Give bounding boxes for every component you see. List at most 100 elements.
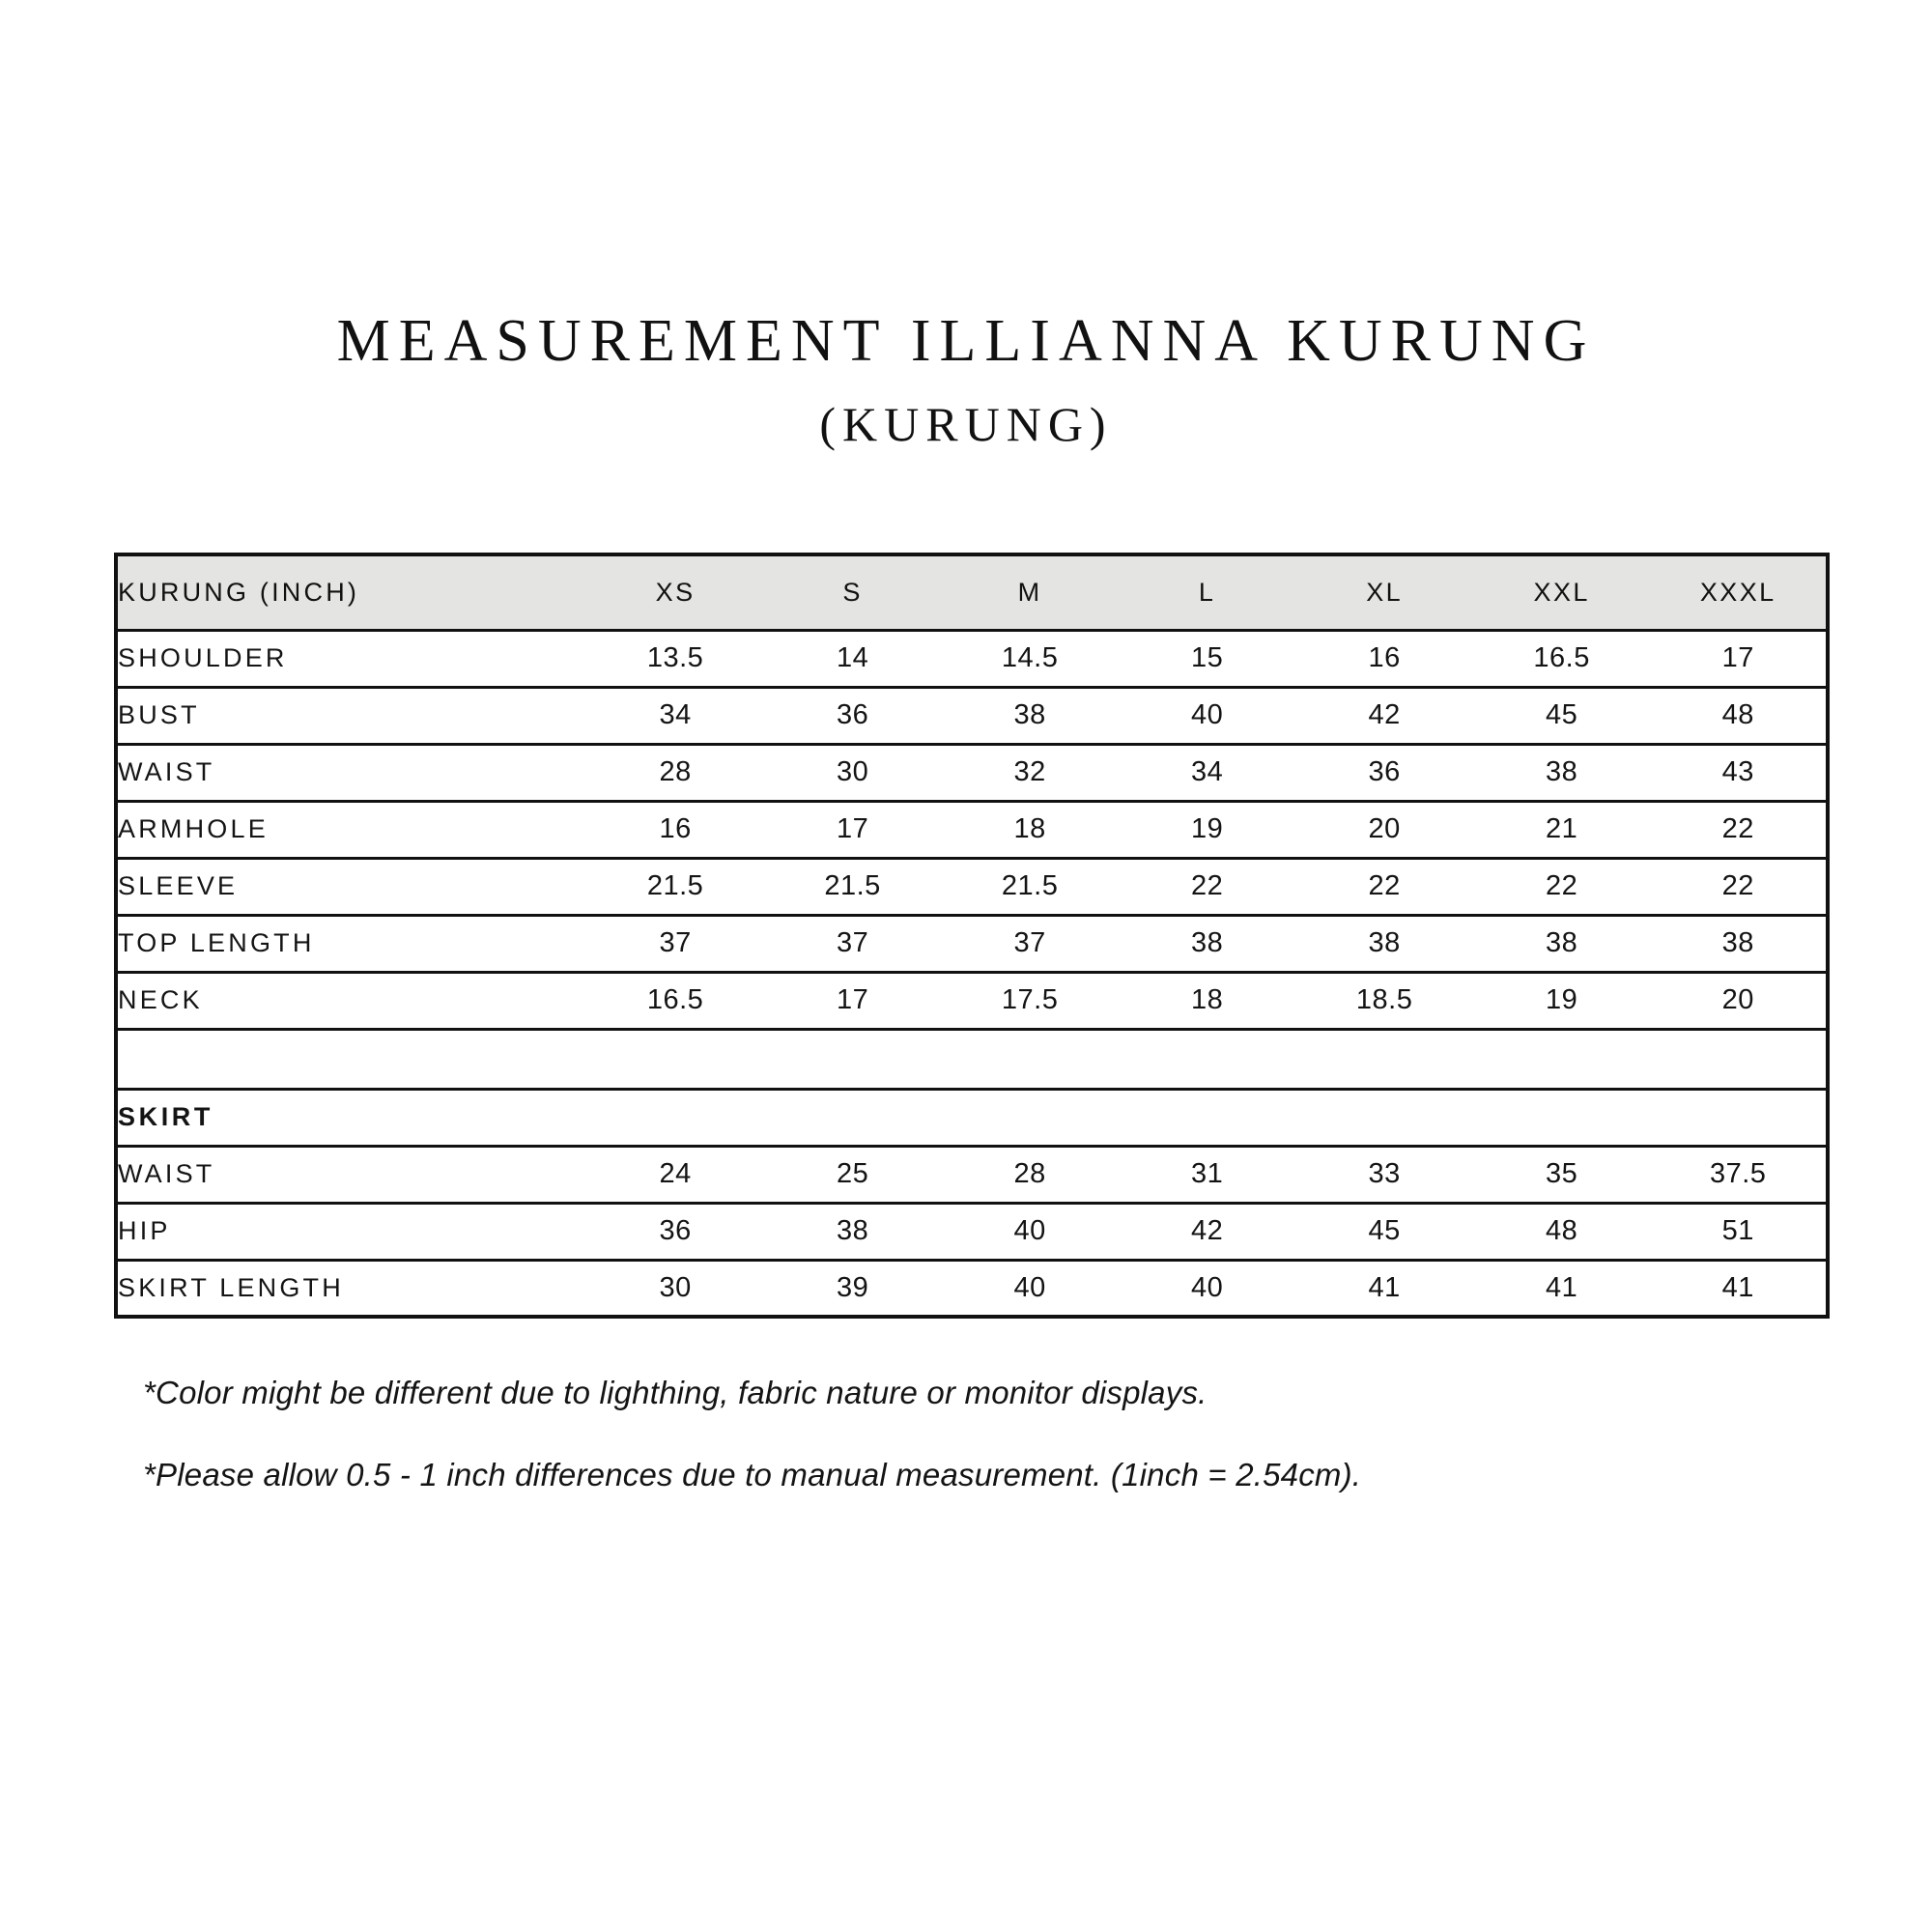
row-label: SKIRT LENGTH <box>113 1258 587 1319</box>
row-value: 37 <box>586 913 764 974</box>
row-label: SHOULDER <box>113 628 587 689</box>
spacer-cell <box>1118 1027 1296 1091</box>
row-value: 17 <box>763 799 942 860</box>
row-value: 38 <box>763 1201 942 1262</box>
row-value: 34 <box>586 685 764 746</box>
header-cell-size-xxxl: XXXL <box>1650 553 1830 632</box>
row-value: 37 <box>763 913 942 974</box>
section-empty-cell <box>586 1087 764 1148</box>
row-value: 24 <box>586 1144 764 1205</box>
row-value: 32 <box>941 742 1119 803</box>
table-row: WAIST 24 25 28 31 33 35 37.5 <box>113 1144 1830 1205</box>
footnote-measurement: *Please allow 0.5 - 1 inch differences d… <box>143 1457 1362 1492</box>
row-value: 40 <box>1118 1258 1296 1319</box>
row-value: 16 <box>1295 628 1473 689</box>
row-value: 18 <box>941 799 1119 860</box>
row-value: 15 <box>1118 628 1296 689</box>
spacer-cell <box>1472 1027 1651 1091</box>
row-label: SLEEVE <box>113 856 587 917</box>
row-value: 21 <box>1472 799 1651 860</box>
row-value: 45 <box>1295 1201 1473 1262</box>
row-label: ARMHOLE <box>113 799 587 860</box>
header-cell-label: KURUNG (INCH) <box>113 553 587 632</box>
row-value: 48 <box>1472 1201 1651 1262</box>
row-value: 45 <box>1472 685 1651 746</box>
row-value: 36 <box>1295 742 1473 803</box>
header-cell-size-xl: XL <box>1295 553 1473 632</box>
row-label: HIP <box>113 1201 587 1262</box>
spacer-cell <box>586 1027 764 1091</box>
table-head: KURUNG (INCH) XS S M L XL XXL XXXL <box>113 553 1830 632</box>
row-value: 21.5 <box>763 856 942 917</box>
spacer-cell <box>113 1027 587 1091</box>
row-value: 36 <box>586 1201 764 1262</box>
page-subtitle: (KURUNG) <box>819 397 1113 451</box>
row-value: 40 <box>1118 685 1296 746</box>
row-value: 18 <box>1118 970 1296 1031</box>
row-label: WAIST <box>113 1144 587 1205</box>
section-label-skirt: SKIRT <box>113 1087 587 1148</box>
row-value: 19 <box>1118 799 1296 860</box>
row-value: 33 <box>1295 1144 1473 1205</box>
table-row: ARMHOLE 16 17 18 19 20 21 22 <box>113 799 1830 860</box>
section-empty-cell <box>941 1087 1119 1148</box>
table-header-row: KURUNG (INCH) XS S M L XL XXL XXXL <box>113 553 1830 632</box>
row-value: 38 <box>1472 742 1651 803</box>
row-value: 18.5 <box>1295 970 1473 1031</box>
header-cell-size-xxl: XXL <box>1472 553 1651 632</box>
row-value: 22 <box>1472 856 1651 917</box>
section-empty-cell <box>763 1087 942 1148</box>
table-row: BUST 34 36 38 40 42 45 48 <box>113 685 1830 746</box>
row-value: 41 <box>1472 1258 1651 1319</box>
row-value: 42 <box>1295 685 1473 746</box>
row-value: 17 <box>763 970 942 1031</box>
row-value: 34 <box>1118 742 1296 803</box>
row-value: 30 <box>763 742 942 803</box>
table-row: SLEEVE 21.5 21.5 21.5 22 22 22 22 <box>113 856 1830 917</box>
footnote-color: *Color might be different due to lighthi… <box>143 1375 1208 1410</box>
table-row: SHOULDER 13.5 14 14.5 15 16 16.5 17 <box>113 628 1830 689</box>
spacer-cell <box>941 1027 1119 1091</box>
row-value: 38 <box>1295 913 1473 974</box>
table-row: HIP 36 38 40 42 45 48 51 <box>113 1201 1830 1262</box>
row-value: 19 <box>1472 970 1651 1031</box>
row-value: 37 <box>941 913 1119 974</box>
table-row: NECK 16.5 17 17.5 18 18.5 19 20 <box>113 970 1830 1031</box>
row-value: 20 <box>1295 799 1473 860</box>
row-value: 16 <box>586 799 764 860</box>
row-value: 17 <box>1650 628 1830 689</box>
table-row: SKIRT LENGTH 30 39 40 40 41 41 41 <box>113 1258 1830 1319</box>
row-value: 22 <box>1650 799 1830 860</box>
table-spacer-row <box>113 1027 1830 1091</box>
spacer-cell <box>763 1027 942 1091</box>
row-value: 48 <box>1650 685 1830 746</box>
row-value: 16.5 <box>1472 628 1651 689</box>
row-label: WAIST <box>113 742 587 803</box>
row-value: 22 <box>1295 856 1473 917</box>
spacer-cell <box>1295 1027 1473 1091</box>
row-value: 51 <box>1650 1201 1830 1262</box>
row-value: 13.5 <box>586 628 764 689</box>
row-value: 17.5 <box>941 970 1119 1031</box>
footnotes: *Color might be different due to lighthi… <box>143 1377 1833 1491</box>
row-value: 38 <box>941 685 1119 746</box>
measurement-table: KURUNG (INCH) XS S M L XL XXL XXXL SHOUL… <box>113 553 1830 1319</box>
header-cell-size-s: S <box>763 553 942 632</box>
row-value: 31 <box>1118 1144 1296 1205</box>
row-value: 25 <box>763 1144 942 1205</box>
header-cell-size-l: L <box>1118 553 1296 632</box>
row-value: 43 <box>1650 742 1830 803</box>
row-value: 40 <box>941 1258 1119 1319</box>
row-label: TOP LENGTH <box>113 913 587 974</box>
page-title: MEASUREMENT ILLIANNA KURUNG <box>336 308 1596 374</box>
row-value: 36 <box>763 685 942 746</box>
measurement-table-wrap: KURUNG (INCH) XS S M L XL XXL XXXL SHOUL… <box>113 553 1830 1319</box>
section-empty-cell <box>1650 1087 1830 1148</box>
row-value: 38 <box>1118 913 1296 974</box>
section-empty-cell <box>1118 1087 1296 1148</box>
row-value: 41 <box>1650 1258 1830 1319</box>
spacer-cell <box>1650 1027 1830 1091</box>
row-value: 40 <box>941 1201 1119 1262</box>
row-label: NECK <box>113 970 587 1031</box>
section-empty-cell <box>1472 1087 1651 1148</box>
